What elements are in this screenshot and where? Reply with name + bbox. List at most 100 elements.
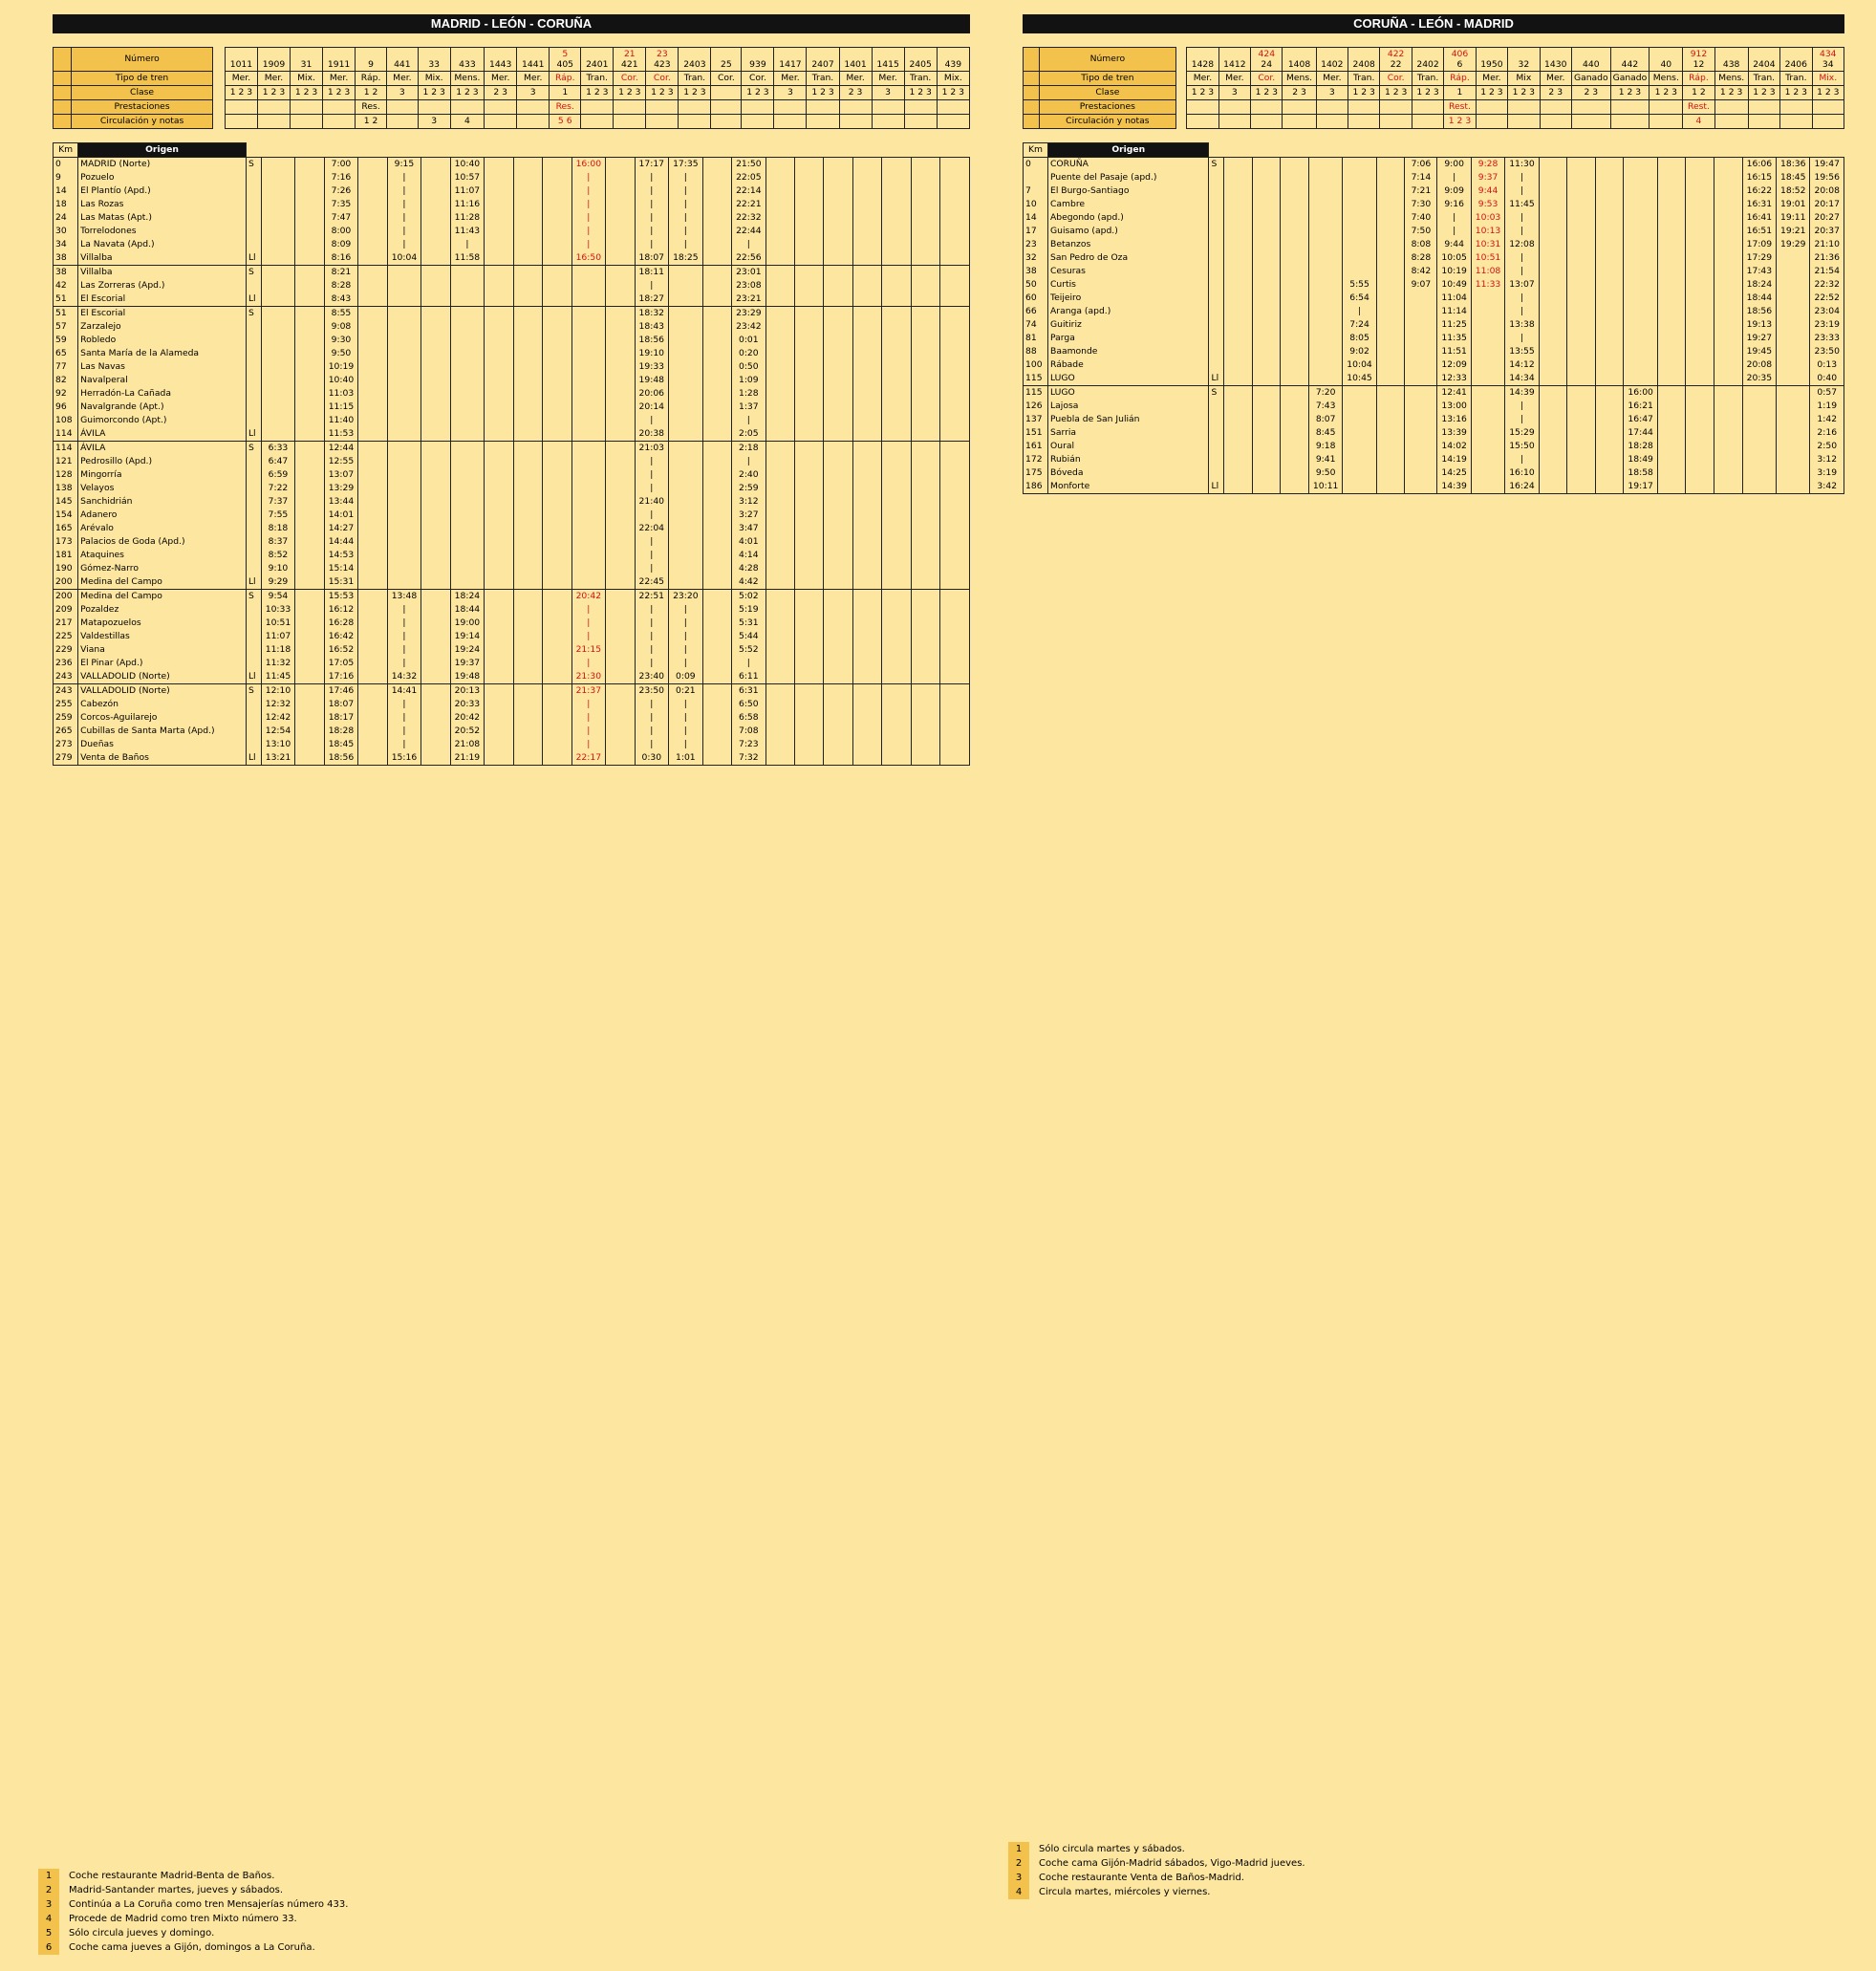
- time-cell: [1566, 238, 1596, 251]
- time-cell: [668, 509, 703, 522]
- time-cell: [420, 238, 451, 251]
- time-cell: 18:45: [323, 738, 359, 751]
- train-type: Mens.: [449, 71, 485, 86]
- time-cell: 8:09: [323, 238, 359, 251]
- time-cell: [1776, 358, 1811, 372]
- train-number: 1911: [327, 58, 351, 70]
- time-cell: [605, 711, 636, 725]
- time-cell: 14:25: [1436, 466, 1472, 480]
- time-cell: [420, 184, 451, 198]
- station-km: 57: [52, 320, 79, 334]
- train-number: 1011: [229, 58, 253, 70]
- train-notes: 1 2: [355, 114, 388, 129]
- time-cell: [542, 589, 572, 603]
- time-cell: [823, 455, 853, 468]
- time-cell: [512, 360, 544, 374]
- time-cell: [939, 171, 970, 184]
- time-cell: [881, 751, 912, 766]
- time-cell: [794, 522, 825, 535]
- time-cell: [420, 306, 451, 320]
- time-cell: [484, 401, 514, 414]
- time-cell: [294, 683, 325, 698]
- time-cell: [449, 535, 485, 549]
- time-cell: [1714, 157, 1743, 171]
- time-cell: 16:15: [1741, 171, 1778, 184]
- time-cell: [420, 427, 451, 442]
- time-cell: [1594, 440, 1625, 453]
- time-cell: 9:02: [1342, 345, 1377, 358]
- time-cell: [484, 589, 514, 603]
- time-cell: [1251, 225, 1282, 238]
- time-cell: [512, 265, 544, 279]
- time-cell: [1538, 292, 1568, 305]
- train-number-alt: [389, 49, 416, 59]
- time-cell: [852, 320, 883, 334]
- train-number: 1417: [779, 58, 802, 70]
- train-number-alt: [486, 49, 514, 59]
- time-cell: [571, 334, 607, 347]
- time-cell: [357, 401, 388, 414]
- time-cell: [794, 589, 825, 603]
- train-type: Cor.: [613, 71, 647, 86]
- time-cell: [1375, 198, 1406, 211]
- time-cell: [765, 617, 796, 630]
- time-cell: [1470, 385, 1506, 400]
- time-cell: [794, 455, 825, 468]
- time-cell: |: [571, 238, 607, 251]
- time-cell: |: [1504, 171, 1540, 184]
- station-km: 115: [1022, 385, 1049, 400]
- train-notes: [741, 114, 775, 129]
- time-cell: [605, 657, 636, 670]
- time-cell: [794, 238, 825, 251]
- time-cell: [1685, 345, 1715, 358]
- header-gap: [213, 86, 225, 100]
- time-cell: [794, 265, 825, 279]
- time-cell: [484, 441, 514, 455]
- time-cell: [823, 535, 853, 549]
- time-cell: [260, 334, 296, 347]
- time-cell: [571, 414, 607, 427]
- time-cell: [1594, 413, 1625, 426]
- time-cell: |: [571, 225, 607, 238]
- time-cell: 14:39: [1504, 385, 1540, 400]
- time-cell: [542, 334, 572, 347]
- time-cell: [939, 725, 970, 738]
- time-cell: 17:05: [323, 657, 359, 670]
- time-cell: [881, 670, 912, 684]
- time-cell: [1307, 198, 1344, 211]
- time-cell: [260, 387, 296, 401]
- time-cell: |: [634, 171, 670, 184]
- footnote-text: Sólo circula martes y sábados.: [1039, 1844, 1185, 1854]
- train-type: Mens.: [1714, 71, 1749, 86]
- arrive-depart-flag: [1208, 466, 1225, 480]
- time-cell: |: [634, 535, 670, 549]
- time-cell: 0:09: [668, 670, 703, 684]
- time-cell: [1566, 332, 1596, 345]
- time-cell: 19:00: [449, 617, 485, 630]
- arrive-depart-flag: [1208, 211, 1225, 225]
- time-cell: 8:00: [323, 225, 359, 238]
- time-cell: [1280, 305, 1309, 318]
- time-cell: [701, 549, 733, 562]
- time-cell: [420, 751, 451, 766]
- time-cell: 8:21: [323, 265, 359, 279]
- train-num: 1909: [256, 47, 291, 72]
- time-cell: [449, 279, 485, 292]
- time-cell: [1656, 453, 1687, 466]
- time-cell: [420, 495, 451, 509]
- arrive-depart-flag: [245, 482, 262, 495]
- time-cell: [824, 143, 852, 158]
- time-cell: [1685, 278, 1715, 292]
- time-cell: [1685, 358, 1715, 372]
- train-prest: [484, 99, 518, 115]
- station-name: El Escorial: [77, 292, 247, 307]
- time-cell: [357, 306, 388, 320]
- station-name: Curtis: [1047, 278, 1210, 292]
- time-cell: [852, 374, 883, 387]
- time-cell: [605, 725, 636, 738]
- time-cell: [910, 725, 941, 738]
- time-cell: [1375, 184, 1406, 198]
- train-number-alt: [842, 49, 870, 59]
- train-number: 1408: [1287, 58, 1311, 70]
- time-cell: [1375, 332, 1406, 345]
